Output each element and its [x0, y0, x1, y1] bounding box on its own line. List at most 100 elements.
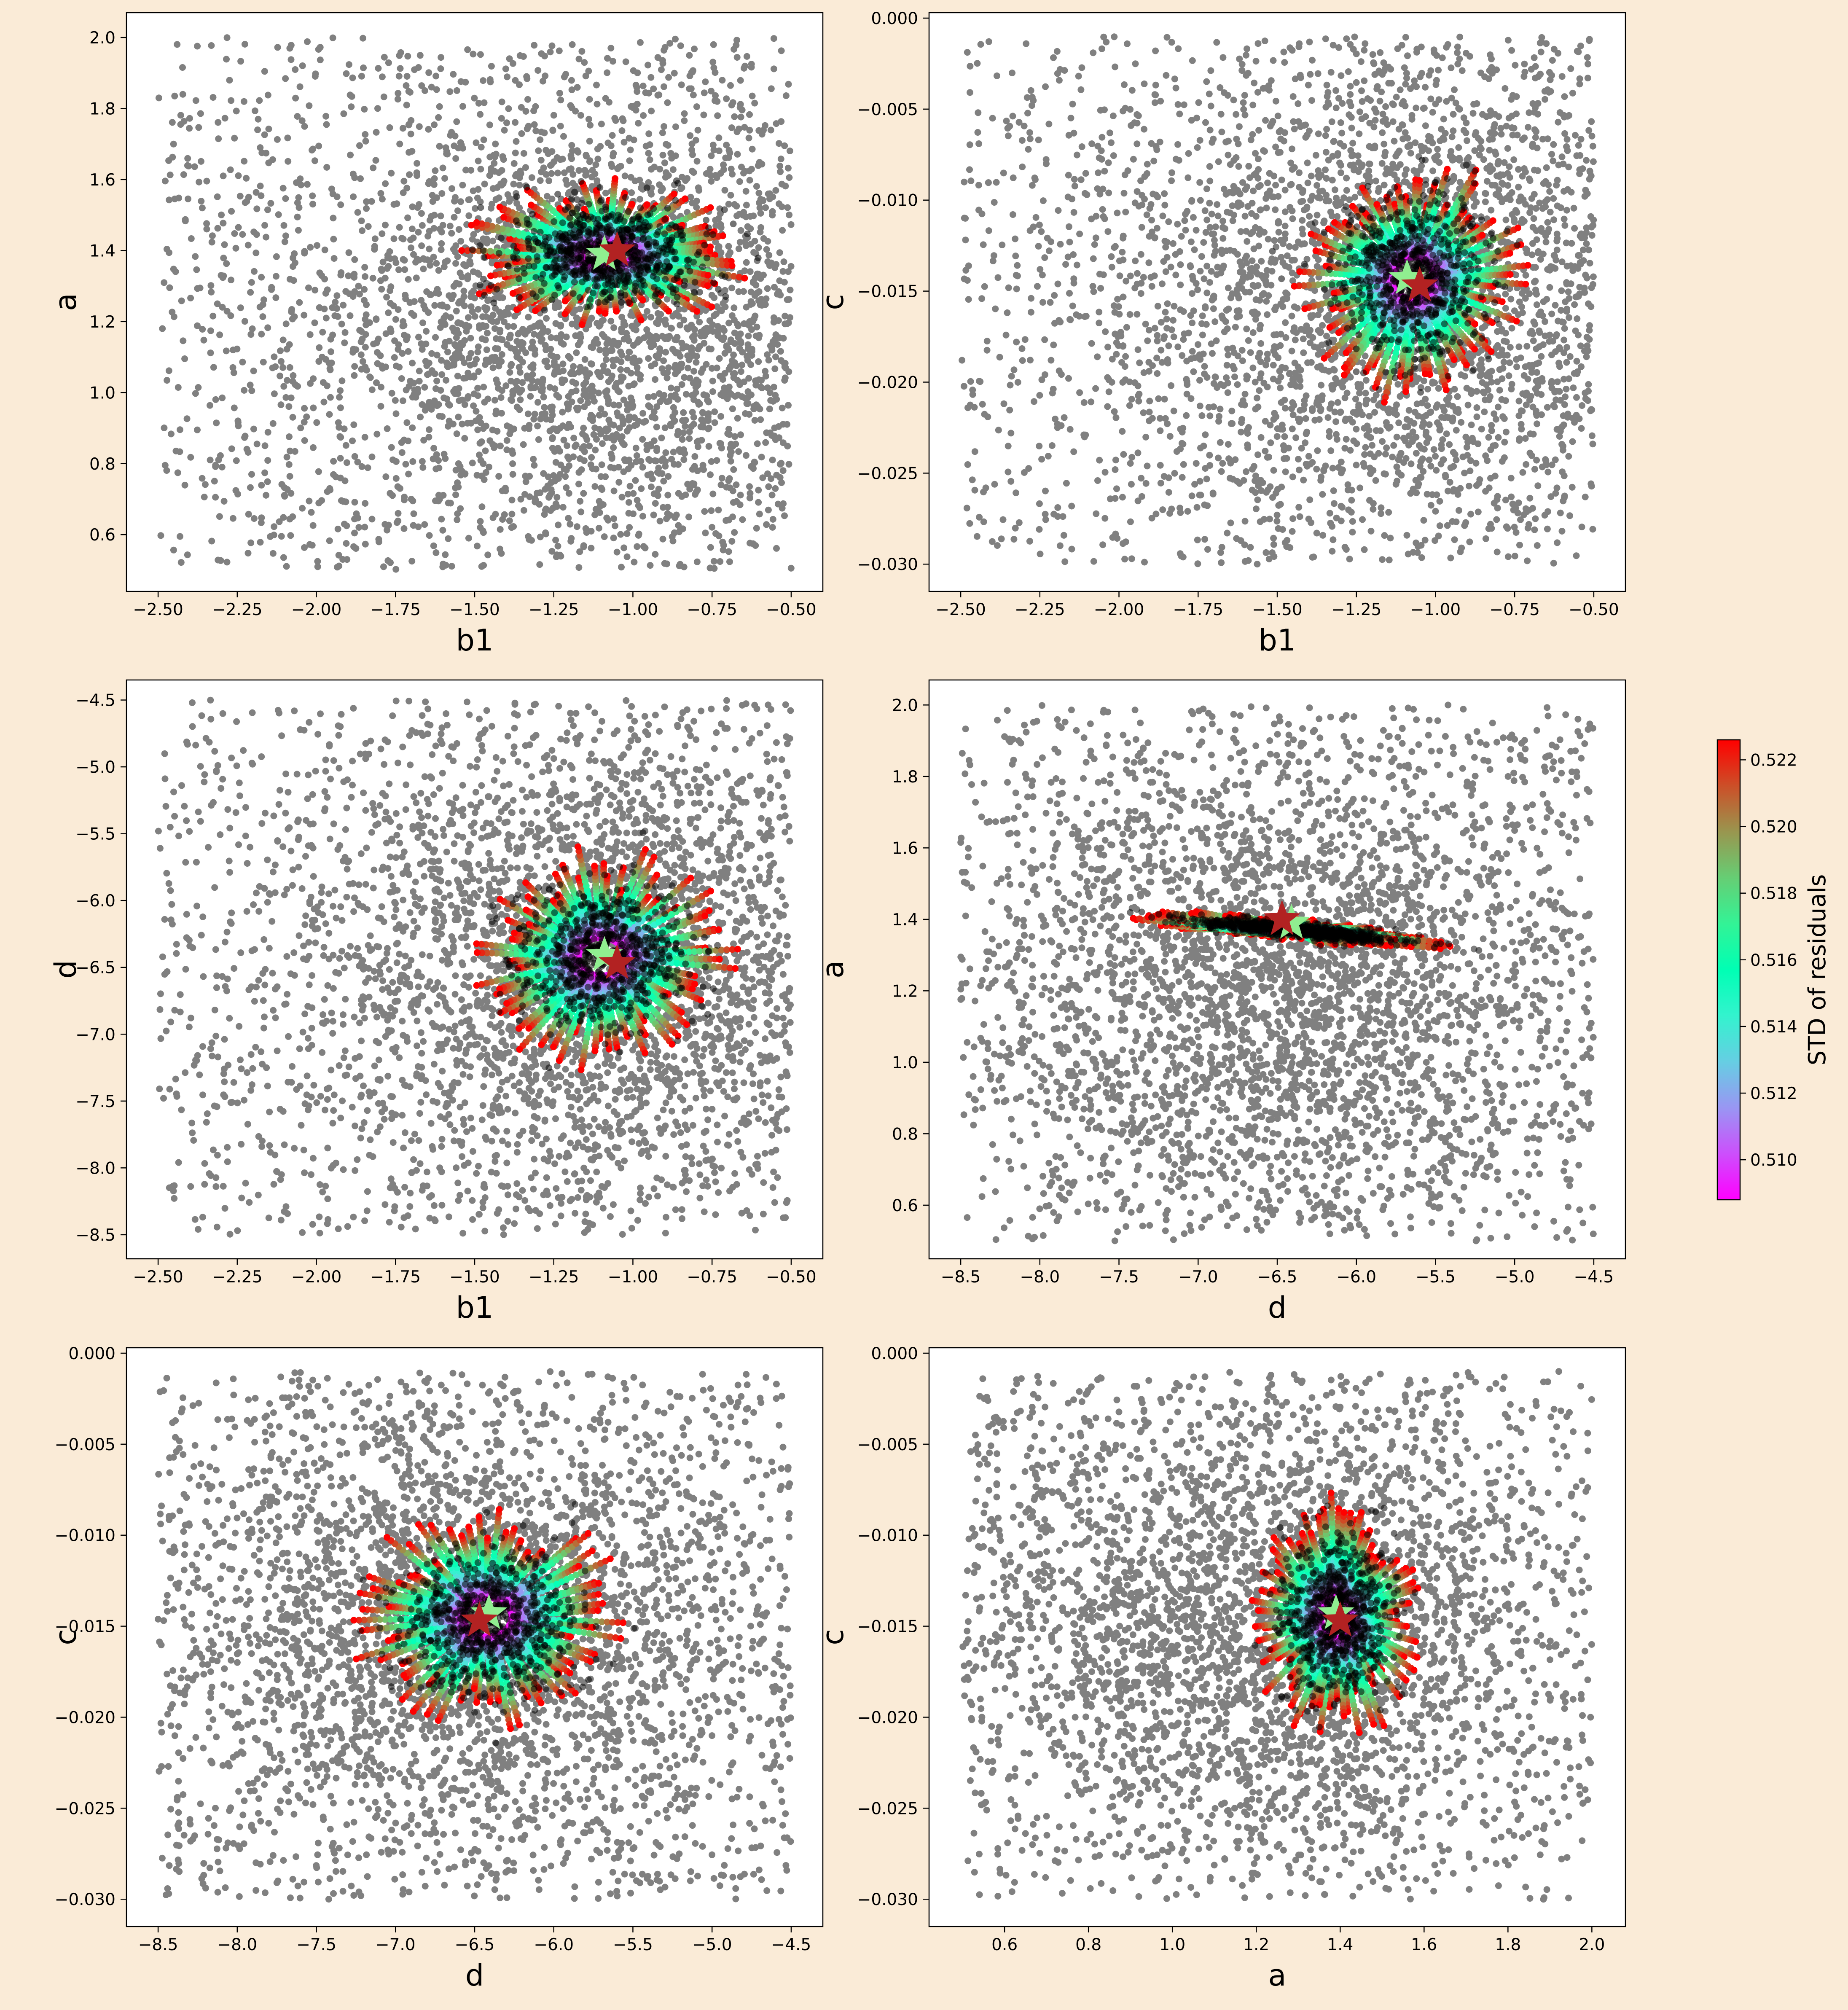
sample-point: [480, 136, 487, 143]
sample-point: [742, 188, 749, 195]
sample-point: [342, 442, 349, 449]
sample-point: [509, 460, 516, 467]
sample-point: [237, 58, 244, 65]
sample-point: [674, 431, 681, 438]
sample-point: [557, 123, 564, 130]
sample-point: [723, 95, 730, 102]
sample-point: [182, 218, 189, 225]
sample-point: [187, 454, 194, 461]
optimizer-point: [706, 247, 714, 254]
sample-point: [521, 425, 528, 432]
sample-point: [674, 385, 681, 392]
sample-point: [495, 473, 502, 480]
sample-point: [243, 198, 250, 205]
sample-point: [392, 475, 400, 482]
sample-point: [343, 459, 350, 466]
optimizer-point: [528, 202, 535, 209]
optimizer-point: [478, 220, 485, 227]
sample-point: [647, 562, 654, 569]
sample-point: [785, 296, 792, 303]
sample-point: [406, 171, 413, 178]
sample-point: [232, 245, 239, 252]
sample-point: [670, 449, 677, 456]
sample-point: [634, 364, 641, 371]
sample-point: [707, 544, 714, 551]
sample-point: [647, 483, 655, 490]
sample-point: [548, 148, 556, 155]
sample-point: [399, 125, 406, 132]
sample-point: [462, 470, 469, 477]
sample-point: [425, 433, 432, 441]
sample-point: [174, 41, 181, 48]
sample-point: [565, 455, 572, 462]
sample-point: [631, 559, 638, 566]
sample-point: [329, 304, 336, 311]
sample-point: [489, 514, 497, 521]
sample-point: [465, 196, 472, 203]
sample-point: [730, 466, 737, 473]
sample-point: [684, 352, 691, 359]
sample-point: [264, 324, 271, 331]
sample-point: [757, 228, 764, 236]
sample-point: [212, 462, 219, 469]
sample-point: [379, 73, 386, 81]
sample-point: [314, 242, 321, 249]
sample-point: [250, 515, 258, 522]
sample-point: [615, 479, 623, 486]
sample-point: [762, 368, 769, 375]
sample-point: [591, 338, 598, 345]
sample-point: [682, 391, 690, 398]
sample-point: [395, 510, 402, 517]
sample-point: [496, 294, 503, 301]
sample-point: [626, 157, 633, 164]
sample-point: [638, 485, 645, 492]
sample-point: [505, 323, 512, 330]
sample-point: [512, 379, 519, 386]
sample-point: [168, 430, 175, 438]
sample-point: [598, 461, 605, 468]
sample-point: [258, 519, 265, 526]
sample-point: [777, 168, 784, 175]
sample-point: [785, 461, 792, 468]
sample-point: [316, 344, 323, 351]
sample-point: [552, 459, 559, 466]
sample-point: [535, 399, 541, 406]
sample-point: [431, 302, 438, 309]
sample-point: [172, 447, 180, 454]
sample-point: [728, 102, 735, 109]
sample-point: [483, 356, 490, 363]
sample-point: [402, 291, 409, 298]
sample-point: [588, 411, 595, 419]
sample-point: [247, 382, 254, 389]
sample-point: [569, 309, 577, 317]
optimizer-point: [704, 282, 711, 289]
sample-point: [304, 38, 311, 45]
sample-point: [198, 198, 205, 205]
sample-point: [424, 256, 431, 263]
sample-point: [398, 375, 405, 382]
sample-point: [572, 332, 579, 339]
sample-point: [666, 40, 674, 47]
sample-point: [258, 514, 265, 521]
sample-point: [166, 196, 173, 204]
sample-point: [341, 477, 349, 484]
sample-point: [170, 140, 177, 148]
sample-point: [542, 410, 549, 417]
sample-point: [454, 479, 461, 486]
scatter-panel-1: −2.50 −2.25 −2.00 −1.75 −1.50 −1.25 −1.00 −0.75…: [48, 12, 824, 658]
optimizer-point: [509, 290, 516, 297]
sample-point: [577, 498, 584, 505]
sample-point: [481, 399, 488, 406]
sample-point: [645, 402, 652, 409]
sample-point: [708, 178, 715, 185]
sample-point: [785, 81, 792, 88]
sample-point: [525, 314, 532, 321]
sample-point: [770, 384, 777, 391]
sample-point: [725, 201, 732, 208]
sample-point: [421, 521, 428, 528]
sample-point: [599, 486, 606, 493]
sample-point: [675, 490, 682, 497]
sample-point: [215, 119, 222, 126]
sample-point: [322, 356, 329, 363]
sample-point: [333, 193, 341, 200]
